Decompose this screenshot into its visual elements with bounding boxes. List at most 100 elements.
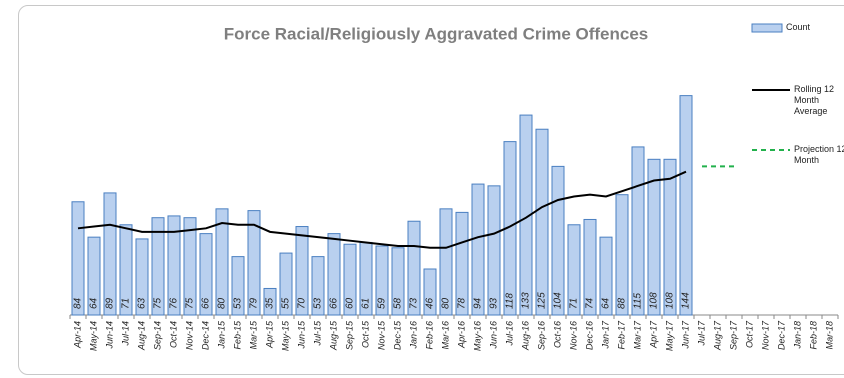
bar [151,217,165,316]
x-tick-label: Mar-16 [440,321,450,349]
x-tick-label: Feb-16 [424,321,434,350]
x-tick-label: Apr-17 [648,320,658,349]
bar [663,158,677,316]
data-label: 66 [329,297,340,309]
data-label: 133 [521,292,532,309]
bar [615,194,629,316]
data-label: 60 [345,297,356,309]
legend-label: Rolling 12 Month Average [794,84,835,116]
data-label: 75 [185,297,196,309]
bar [279,252,293,316]
data-label: 64 [601,297,612,309]
bar [391,247,405,316]
line-series [77,170,687,249]
x-tick-label: Feb-17 [616,320,626,350]
bar [215,208,229,316]
bar [103,192,117,316]
x-tick-label: Jul-16 [504,321,514,347]
x-tick-label: May-16 [472,321,482,351]
data-label: 108 [665,292,676,309]
bar [567,224,581,316]
x-tick-label: Jul-14 [120,321,130,347]
data-label: 74 [585,297,596,309]
data-label: 59 [377,297,388,309]
x-tick-label: Nov-16 [568,321,578,350]
bar [487,185,501,316]
x-tick-label: Jan-17 [600,320,610,350]
x-tick-label: Aug-14 [136,321,146,351]
bar [231,256,245,316]
bar [439,208,453,316]
data-label: 78 [457,297,468,309]
x-tick-label: Oct-16 [552,321,562,348]
data-label: 75 [153,297,164,309]
bar [599,236,613,316]
bar [535,128,549,316]
x-tick-label: Nov-14 [184,321,194,350]
data-label: 84 [73,297,84,309]
data-label: 46 [425,297,436,309]
bar [471,183,485,316]
data-label: 144 [681,292,692,309]
data-label: 71 [569,298,580,309]
bar [647,158,661,316]
x-tick-label: May-17 [664,320,674,351]
bar [407,220,421,316]
x-tick-label: Aug-15 [328,320,338,351]
bar [247,210,261,316]
x-tick-label: Apr-14 [72,321,82,349]
data-label: 125 [537,292,548,309]
x-tick-label: Dec-16 [584,321,594,350]
x-tick-label: Feb-15 [232,320,242,350]
data-label: 64 [89,297,100,309]
x-tick-label: Jan-16 [408,321,418,350]
data-label: 53 [233,297,244,309]
x-tick-label: Mar-17 [632,320,642,349]
x-tick-label: Jan-15 [216,320,226,350]
data-label: 61 [361,298,372,309]
x-tick-label: May-15 [280,320,290,351]
bar [455,211,469,316]
data-label: 104 [553,292,564,309]
x-tick-label: Dec-15 [392,320,402,350]
data-label: 55 [281,297,292,309]
x-tick-label: Oct-17 [744,320,754,348]
x-tick-label: Oct-14 [168,321,178,348]
x-tick-label: Oct-15 [360,320,370,348]
x-tick-label: May-14 [88,321,98,351]
bar [183,217,197,316]
x-tick-label: Sep-14 [152,321,162,350]
data-label: 73 [409,297,420,309]
bar [199,233,213,316]
data-label: 80 [217,297,228,309]
data-label: 63 [137,297,148,309]
x-tick-label: Aug-16 [520,321,530,351]
bar [423,268,437,316]
x-tick-label: Dec-14 [200,321,210,350]
bar [583,218,597,316]
x-tick-label: Jan-18 [792,321,802,350]
x-tick-label: Feb-18 [808,321,818,350]
legend-swatch [751,23,783,33]
x-tick-label: Mar-15 [248,320,258,349]
chart-frame [18,5,844,375]
x-tick-label: Sep-17 [728,320,738,350]
x-tick-label: Sep-15 [344,320,354,350]
bar [551,165,565,316]
bar [519,114,533,316]
bar [679,95,693,316]
x-tick-label: Nov-17 [760,320,770,350]
x-tick-label: Jul-17 [696,320,706,347]
legend-label: Count [786,22,811,32]
data-label: 70 [297,297,308,309]
bar [167,215,181,316]
data-label: 35 [265,297,276,309]
bar [71,201,85,316]
data-label: 76 [169,297,180,309]
bar [311,256,325,316]
bar [631,146,645,316]
data-label: 93 [489,297,500,309]
bar [295,226,309,316]
